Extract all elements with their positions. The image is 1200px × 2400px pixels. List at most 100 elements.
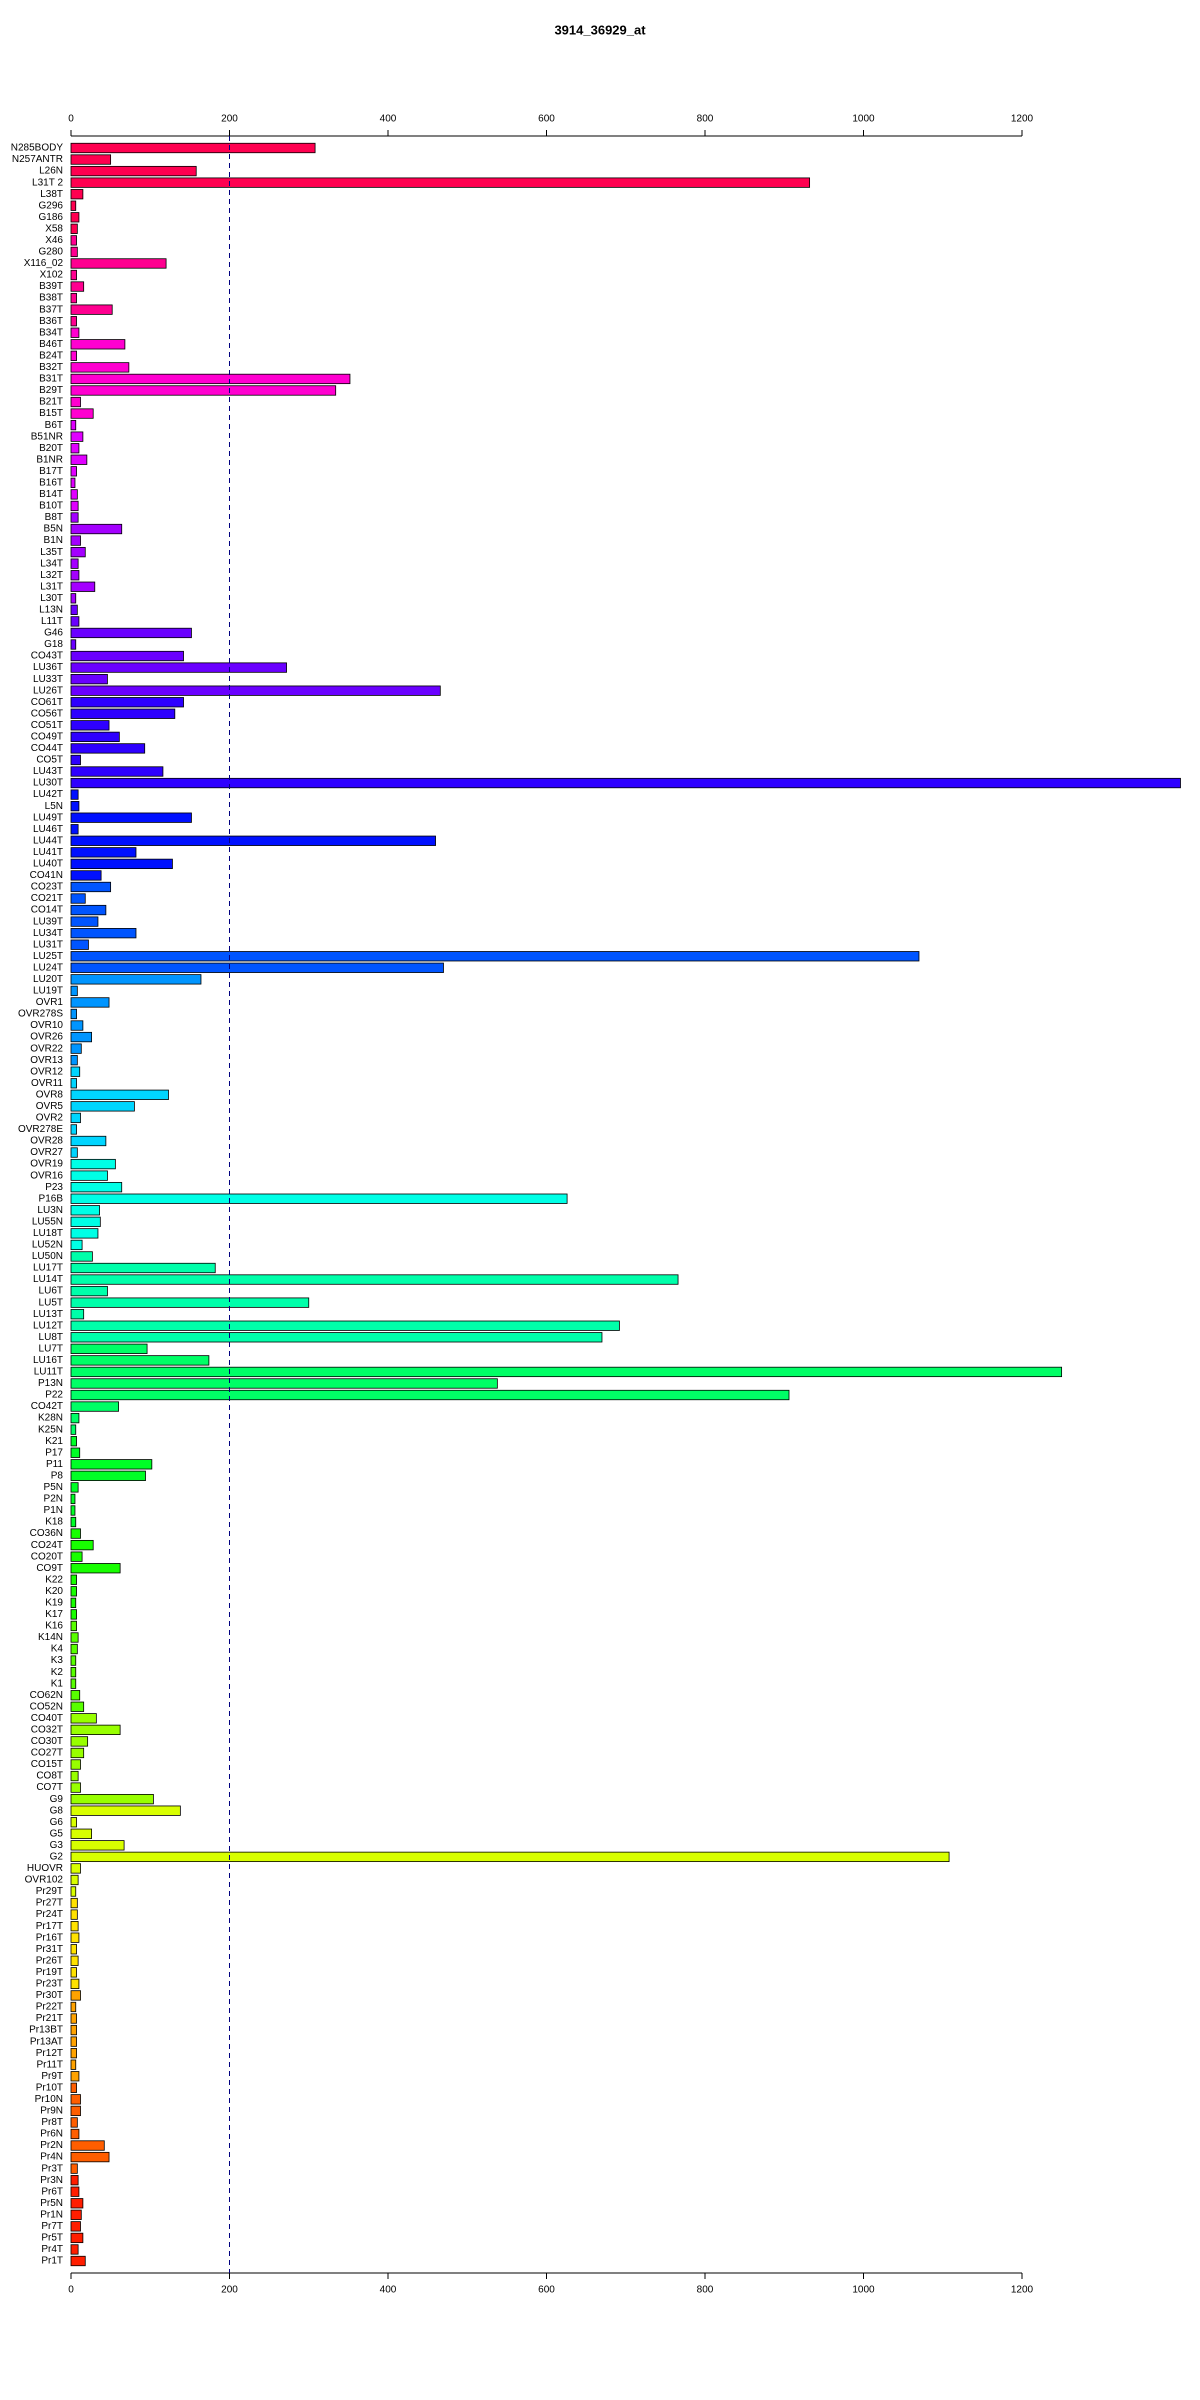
y-tick-label: K25N [38, 1424, 63, 1435]
y-tick-label: G3 [50, 1840, 64, 1851]
bar [70, 731, 120, 743]
bar [70, 650, 184, 662]
y-tick-label: B10T [39, 501, 63, 512]
bar [70, 1112, 81, 1124]
bar [70, 200, 77, 211]
bar [70, 154, 112, 165]
bar [70, 1447, 81, 1458]
bar [70, 535, 81, 546]
y-tick-label: LU34T [33, 928, 63, 939]
bar [70, 443, 80, 454]
y-tick-label: CO49T [31, 732, 63, 743]
y-tick-label: LU36T [33, 662, 63, 673]
bar [70, 177, 811, 188]
y-tick-label: G8 [50, 1805, 64, 1816]
y-tick-label: B16T [39, 477, 63, 488]
y-tick-label: B15T [39, 408, 63, 419]
bar [70, 2244, 79, 2255]
y-tick-label: LU5T [39, 1297, 63, 1308]
bar [70, 246, 78, 258]
x-tick-label: 800 [697, 114, 714, 125]
y-tick-label: K2 [51, 1667, 64, 1678]
bar [70, 1597, 77, 1608]
y-tick-label: OVR26 [30, 1032, 63, 1043]
bar [70, 812, 192, 823]
y-tick-label: OVR8 [36, 1089, 64, 1100]
y-tick-label: L34T [40, 558, 63, 569]
bar [70, 1366, 1063, 1378]
y-tick-label: LU11T [34, 1367, 63, 1378]
bar [70, 512, 79, 523]
bar [70, 1747, 85, 1759]
bar [70, 1632, 79, 1643]
bar [70, 1020, 84, 1031]
bar [70, 2036, 77, 2047]
y-tick-label: N257ANTR [12, 154, 63, 165]
bar [70, 904, 107, 916]
y-tick-label: LU19T [33, 986, 63, 997]
y-tick-label: L31T 2 [32, 177, 63, 188]
bar [70, 2048, 77, 2059]
y-tick-label: X116_02 [24, 258, 64, 269]
y-tick-label: B34T [39, 327, 63, 338]
bar [70, 1805, 181, 1816]
y-tick-label: LU44T [33, 835, 63, 846]
bar [70, 789, 79, 800]
y-tick-label: LU8T [39, 1332, 63, 1343]
y-tick-label: LU55N [32, 1216, 63, 1227]
bar [70, 939, 89, 950]
bar [70, 327, 80, 338]
y-tick-label: Pr17T [36, 1921, 63, 1932]
bar [70, 477, 76, 488]
bar [70, 235, 77, 246]
y-tick-label: OVR27 [30, 1147, 63, 1158]
y-tick-label: Pr1N [40, 2209, 63, 2220]
y-tick-label: B17T [39, 466, 63, 477]
bar [70, 292, 77, 304]
bar [70, 1043, 82, 1054]
x-tick-label: 400 [380, 114, 397, 125]
y-tick-label: B6T [45, 420, 63, 431]
bar [70, 1759, 81, 1770]
bar [70, 1794, 154, 1805]
y-tick-label: Pr10T [36, 2082, 63, 2093]
y-tick-label: B29T [39, 385, 63, 396]
bar [70, 1101, 135, 1112]
x-tick-label: 0 [68, 114, 74, 125]
bar [70, 1886, 77, 1897]
y-tick-label: G2 [50, 1852, 64, 1863]
bar [70, 720, 110, 731]
y-tick-label: K22 [45, 1574, 63, 1585]
bar [70, 1563, 121, 1574]
y-tick-label: L30T [40, 593, 63, 604]
bar [70, 212, 80, 223]
y-tick-label: LU16T [33, 1355, 63, 1366]
bar [70, 2105, 81, 2117]
bar [70, 373, 351, 385]
x-tick-label: 200 [221, 2285, 238, 2296]
bar [70, 1955, 79, 1966]
bar [70, 408, 94, 419]
y-tick-label: LU50N [32, 1251, 63, 1262]
y-tick-label: LU20T [33, 974, 63, 985]
bar [70, 1551, 83, 1562]
y-tick-label: X46 [45, 235, 63, 246]
y-tick-label: L13N [39, 604, 63, 615]
bar [70, 2024, 77, 2036]
bar [70, 258, 167, 269]
y-tick-label: B36T [39, 316, 63, 327]
bar [70, 1967, 77, 1978]
bar [70, 1459, 153, 1470]
bar [70, 2209, 82, 2220]
bar [70, 1274, 679, 1285]
bar [70, 570, 80, 581]
y-tick-label: G5 [50, 1828, 64, 1839]
bar [70, 604, 78, 615]
y-tick-label: X58 [45, 223, 63, 234]
y-tick-label: Pr23T [36, 1979, 63, 1990]
x-tick-label: 1000 [852, 114, 875, 125]
y-tick-label: B20T [39, 443, 63, 454]
bar [70, 1932, 80, 1943]
bar [70, 304, 113, 315]
bar [70, 546, 86, 558]
